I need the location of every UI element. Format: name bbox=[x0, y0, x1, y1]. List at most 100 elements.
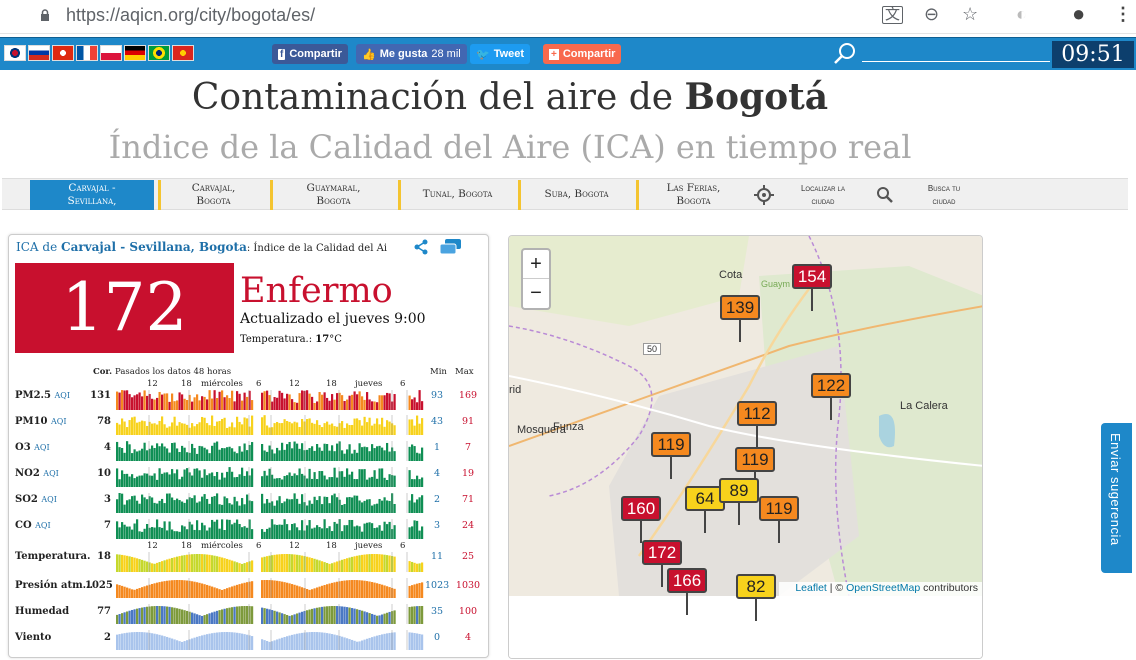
spark-bar bbox=[321, 561, 324, 572]
map[interactable]: Cota Guaym Funza Mosquera La Calera rid … bbox=[508, 235, 983, 659]
col-min: Min bbox=[430, 367, 447, 377]
spark-bar bbox=[138, 559, 141, 572]
station-marker[interactable]: 160 bbox=[621, 496, 661, 543]
nav-item-guaymaral[interactable]: Guaymaral, Bogota bbox=[270, 180, 394, 210]
locate-city-button[interactable]: Localizar la ciudad bbox=[752, 180, 870, 210]
spark-bar bbox=[373, 528, 376, 539]
station-marker[interactable]: 172 bbox=[642, 540, 682, 587]
osm-link[interactable]: OpenStreetMap bbox=[846, 582, 921, 594]
spark-bar bbox=[153, 502, 156, 513]
station-marker[interactable]: 89 bbox=[719, 478, 759, 525]
spark-bar bbox=[221, 504, 224, 513]
spark-bar bbox=[281, 581, 284, 598]
station-marker[interactable]: 119 bbox=[651, 432, 691, 479]
spark-bar bbox=[228, 503, 231, 513]
zoom-out-button[interactable]: − bbox=[530, 282, 542, 304]
search-city-button[interactable]: Busca tu ciudad bbox=[872, 180, 992, 210]
spark-bar bbox=[418, 423, 421, 435]
spark-bar bbox=[233, 561, 236, 572]
leaflet-link[interactable]: Leaflet bbox=[795, 582, 827, 594]
addthis-share-button[interactable]: + Compartir bbox=[543, 44, 622, 64]
spark-bar bbox=[141, 396, 144, 410]
windows-icon[interactable] bbox=[439, 238, 463, 256]
france-flag[interactable] bbox=[76, 45, 98, 61]
nav-item-suba[interactable]: Suba, Bogota bbox=[518, 180, 632, 210]
spark-bar bbox=[278, 496, 281, 513]
search-input[interactable] bbox=[862, 44, 1050, 62]
spark-bar bbox=[286, 524, 289, 539]
station-marker[interactable]: 119 bbox=[735, 447, 775, 494]
spark-bar bbox=[201, 496, 204, 513]
spark-bar bbox=[271, 580, 274, 598]
spark-bar bbox=[356, 641, 359, 650]
spark-bar bbox=[296, 633, 299, 650]
korea-flag[interactable] bbox=[4, 45, 26, 61]
spark-bar bbox=[368, 637, 371, 650]
brazil-flag[interactable] bbox=[148, 45, 170, 61]
spark-bar bbox=[251, 442, 254, 461]
nav-item-carvajal-sevillana[interactable]: Carvajal - Sevillana, bbox=[30, 180, 154, 210]
nav-item-carvajal[interactable]: Carvajal, Bogota bbox=[158, 180, 266, 210]
spark-bar bbox=[208, 390, 211, 410]
tick-label: jueves bbox=[355, 379, 383, 389]
spark-bar bbox=[283, 419, 286, 435]
spark-bar bbox=[203, 447, 206, 461]
nav-item-tunal[interactable]: Tunal, Bogota bbox=[398, 180, 514, 210]
station-marker[interactable]: 119 bbox=[759, 496, 799, 543]
star-icon[interactable]: ☆ bbox=[962, 4, 979, 24]
spark-bar bbox=[381, 447, 384, 461]
spark-bar bbox=[131, 609, 134, 624]
spark-bar bbox=[373, 470, 376, 487]
station-marker[interactable]: 154 bbox=[792, 264, 832, 311]
tweet-button[interactable]: 🐦 Tweet bbox=[470, 44, 531, 64]
spark-bar bbox=[248, 426, 251, 435]
search-icon[interactable] bbox=[832, 41, 858, 67]
spark-bar bbox=[246, 527, 249, 539]
station-marker[interactable]: 166 bbox=[667, 568, 707, 615]
station-marker[interactable]: 112 bbox=[737, 401, 777, 448]
spark-bar bbox=[211, 586, 214, 598]
spark-bar bbox=[313, 527, 316, 539]
spark-bar bbox=[418, 563, 421, 572]
spark-bar bbox=[216, 421, 219, 435]
spark-bar bbox=[231, 422, 234, 435]
station-marker[interactable]: 139 bbox=[720, 295, 760, 342]
spark-bar bbox=[336, 443, 339, 461]
spark-bar bbox=[213, 442, 216, 461]
poland-flag[interactable] bbox=[100, 45, 122, 61]
spark-bar bbox=[323, 443, 326, 461]
spark-bar bbox=[193, 637, 196, 650]
spark-bar bbox=[416, 452, 419, 461]
facebook-share-button[interactable]: f Compartir bbox=[272, 44, 348, 64]
row-min: 43 bbox=[430, 416, 444, 427]
feedback-tab[interactable]: Enviar sugerencia bbox=[1101, 423, 1132, 573]
station-marker[interactable]: 64 bbox=[685, 486, 725, 533]
spark-bar bbox=[328, 563, 331, 572]
spark-bar bbox=[411, 419, 414, 435]
spark-bar bbox=[313, 450, 316, 461]
facebook-like-button[interactable]: 👍 Me gusta 28 mil bbox=[356, 44, 467, 64]
extension-icon[interactable]: ◐ bbox=[1016, 4, 1027, 24]
spark-bar bbox=[296, 422, 299, 435]
spark-bar bbox=[236, 584, 239, 598]
germany-flag[interactable] bbox=[124, 45, 146, 61]
station-marker[interactable]: 82 bbox=[736, 574, 776, 621]
spark-bar bbox=[326, 421, 329, 435]
spark-bar bbox=[363, 611, 366, 624]
zoom-in-button[interactable]: + bbox=[523, 250, 549, 279]
menu-icon[interactable]: ⋮ bbox=[1114, 4, 1132, 24]
account-icon[interactable]: ● bbox=[1072, 1, 1086, 26]
station-marker[interactable]: 122 bbox=[811, 373, 851, 420]
zoom-icon[interactable]: ⊖ bbox=[924, 4, 940, 24]
spark-bar bbox=[126, 427, 129, 435]
spark-bar bbox=[248, 519, 251, 539]
vietnam-flag[interactable] bbox=[172, 45, 194, 61]
share-icon[interactable] bbox=[413, 239, 429, 255]
nav-item-las-ferias[interactable]: Las Ferias, Bogota bbox=[636, 180, 748, 210]
spark-bar bbox=[186, 499, 189, 513]
hongkong-flag[interactable] bbox=[52, 45, 74, 61]
translate-icon[interactable]: 文 bbox=[882, 6, 904, 24]
russia-flag[interactable] bbox=[28, 45, 50, 61]
spark-bar bbox=[148, 562, 151, 572]
address-bar[interactable]: https://aqicn.org/city/bogota/es/ bbox=[66, 5, 316, 25]
